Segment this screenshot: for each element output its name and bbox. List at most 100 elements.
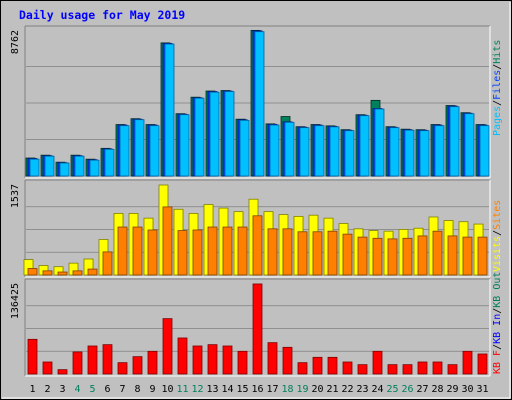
panel-middle: 1537 Visits/Sites: [10, 179, 503, 278]
bar-sites-day-3: [57, 271, 68, 276]
bar-kb-f-day-21: [327, 356, 338, 375]
bar-pages-day-31: [479, 125, 490, 177]
x-label-day-15: 15: [236, 384, 248, 395]
bar-sites-day-21: [327, 230, 338, 276]
bar-sites-day-28: [432, 230, 443, 276]
bar-pages-day-5: [89, 159, 100, 177]
bar-sites-day-11: [177, 230, 188, 276]
chart-title: Daily usage for May 2019: [19, 8, 185, 22]
bar-pages-day-18: [284, 121, 295, 177]
bar-pages-day-17: [269, 124, 280, 177]
x-label-day-5: 5: [89, 384, 95, 395]
y-max-label: 1537: [10, 184, 21, 208]
bar-pages-day-9: [149, 125, 160, 177]
bar-sites-day-31: [477, 236, 488, 276]
bar-pages-day-25: [389, 127, 400, 177]
legend-item-kb-f: KB F: [492, 350, 503, 374]
bar-kb-f-day-15: [237, 350, 248, 375]
x-label-day-14: 14: [221, 384, 233, 395]
bar-sites-day-8: [132, 226, 143, 276]
x-label-day-16: 16: [251, 384, 263, 395]
legend-item-kb-out: KB Out: [492, 272, 503, 308]
bar-kb-f-day-25: [387, 364, 398, 375]
bar-kb-f-day-30: [462, 350, 473, 375]
bar-sites-day-26: [402, 237, 413, 276]
x-label-day-27: 27: [416, 384, 428, 395]
bar-sites-day-29: [447, 235, 458, 276]
bar-pages-day-21: [329, 126, 340, 177]
legend-separator: /: [492, 308, 503, 314]
x-label-day-30: 30: [461, 384, 473, 395]
x-label-day-21: 21: [326, 384, 338, 395]
bar-pages-day-11: [179, 114, 190, 177]
bar-pages-day-15: [239, 119, 250, 177]
bar-pages-day-8: [134, 119, 145, 177]
legend-item-sites: Sites: [492, 200, 503, 230]
bar-kb-f-day-7: [117, 362, 128, 375]
bar-sites-day-10: [162, 206, 173, 276]
bar-pages-day-7: [119, 125, 130, 177]
legend-middle: Visits/Sites: [492, 200, 503, 272]
bar-sites-day-16: [252, 215, 263, 276]
bar-pages-day-29: [449, 106, 460, 177]
bar-kb-f-day-22: [342, 361, 353, 375]
bar-kb-f-day-10: [162, 318, 173, 375]
bar-pages-day-2: [44, 155, 55, 177]
bar-kb-f-day-3: [57, 369, 68, 375]
bar-pages-day-1: [29, 158, 40, 177]
bar-pages-day-20: [314, 125, 325, 177]
bar-sites-day-22: [342, 233, 353, 276]
bar-pages-day-3: [59, 162, 70, 177]
bar-sites-day-4: [72, 270, 83, 276]
bar-kb-f-day-16: [252, 283, 263, 375]
bar-sites-day-19: [297, 231, 308, 276]
x-label-day-19: 19: [296, 384, 308, 395]
legend-separator: /: [492, 100, 503, 106]
bar-kb-f-day-4: [72, 351, 83, 375]
x-label-day-29: 29: [446, 384, 458, 395]
bar-kb-f-day-28: [432, 361, 443, 375]
bar-sites-day-24: [372, 237, 383, 276]
x-label-day-18: 18: [281, 384, 293, 395]
x-label-day-1: 1: [29, 384, 35, 395]
x-label-day-2: 2: [44, 384, 50, 395]
bar-sites-day-5: [87, 268, 98, 276]
bar-sites-day-30: [462, 236, 473, 276]
bar-kb-f-day-19: [297, 362, 308, 375]
bar-sites-day-6: [102, 251, 113, 276]
bar-kb-f-day-31: [477, 353, 488, 375]
bar-pages-day-10: [164, 43, 175, 177]
bar-kb-f-day-23: [357, 364, 368, 375]
legend-item-pages: Pages: [492, 106, 503, 136]
bar-kb-f-day-29: [447, 364, 458, 375]
bar-sites-day-9: [147, 229, 158, 276]
x-label-day-28: 28: [431, 384, 443, 395]
bar-pages-day-24: [374, 108, 385, 177]
bar-kb-f-day-11: [177, 337, 188, 375]
bar-kb-f-day-18: [282, 346, 293, 375]
x-label-day-12: 12: [191, 384, 203, 395]
bar-kb-f-day-20: [312, 356, 323, 375]
x-label-day-17: 17: [266, 384, 278, 395]
bar-pages-day-30: [464, 113, 475, 177]
bar-sites-day-25: [387, 238, 398, 276]
x-label-day-8: 8: [134, 384, 140, 395]
bar-pages-day-6: [104, 148, 115, 177]
bar-kb-f-day-27: [417, 361, 428, 375]
x-label-day-6: 6: [104, 384, 110, 395]
bar-sites-day-18: [282, 228, 293, 276]
bar-sites-day-14: [222, 226, 233, 276]
x-axis-labels: 1 2 3 4 5 6 7 8 9 10 11 12 13 14 15 16 17 18 19 20 21 22 23 24 2…: [29, 384, 488, 395]
bar-kb-f-day-5: [87, 345, 98, 375]
bar-pages-day-4: [74, 155, 85, 177]
bar-kb-f-day-9: [147, 350, 158, 375]
bar-sites-day-15: [237, 226, 248, 276]
bar-pages-day-28: [434, 125, 445, 177]
x-label-day-23: 23: [356, 384, 368, 395]
x-label-day-7: 7: [119, 384, 125, 395]
bar-pages-day-19: [299, 127, 310, 177]
x-label-day-31: 31: [476, 384, 488, 395]
